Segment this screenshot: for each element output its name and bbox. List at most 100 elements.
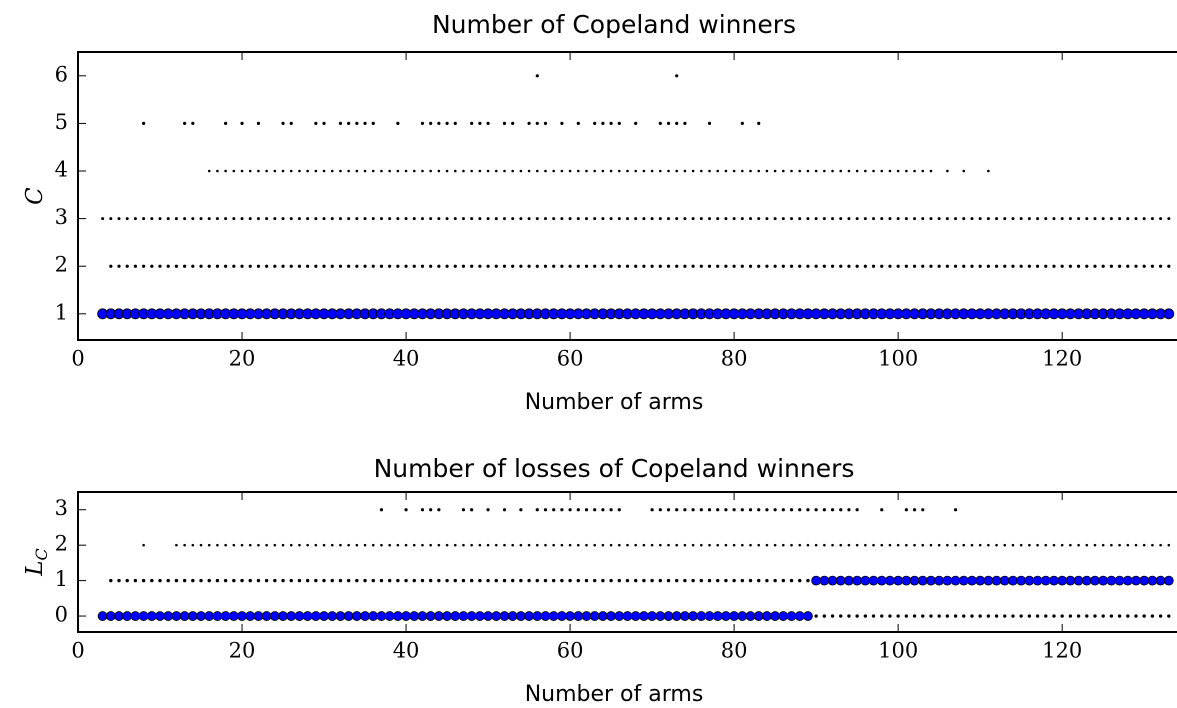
point [478, 578, 482, 583]
point [368, 611, 379, 621]
point [995, 543, 998, 547]
point [494, 578, 498, 583]
point [281, 121, 285, 126]
x-tick-label: 80 [721, 639, 748, 663]
point [794, 611, 805, 621]
point [655, 611, 666, 621]
point [339, 543, 342, 547]
point [683, 121, 687, 126]
point [1134, 543, 1138, 547]
point [926, 575, 936, 586]
point [532, 611, 543, 621]
point [466, 611, 477, 621]
point [166, 578, 170, 583]
point [322, 578, 326, 583]
point [724, 217, 728, 221]
point [322, 217, 326, 221]
point [568, 264, 572, 268]
point [609, 543, 613, 547]
point [543, 217, 547, 221]
point [146, 611, 157, 621]
point [142, 217, 146, 221]
point [1163, 308, 1175, 320]
point [617, 121, 621, 126]
x-tick-label: 20 [229, 347, 256, 371]
point [827, 575, 838, 586]
point [224, 543, 227, 547]
point [478, 121, 482, 126]
point [823, 543, 826, 547]
point [1077, 543, 1080, 547]
point [835, 575, 846, 586]
point [1167, 264, 1171, 268]
point [831, 217, 835, 221]
point [667, 217, 671, 221]
point [626, 169, 629, 173]
point [130, 611, 141, 621]
point [904, 614, 909, 618]
y-tick-label: 6 [55, 62, 68, 86]
point [888, 614, 892, 618]
point [975, 575, 986, 586]
point [822, 217, 826, 221]
point [811, 575, 822, 586]
point [396, 578, 400, 583]
point [166, 264, 170, 268]
point [289, 169, 293, 173]
point [708, 543, 711, 547]
point [642, 543, 646, 547]
point [699, 508, 703, 512]
point [478, 543, 482, 547]
point [675, 578, 679, 583]
point [322, 169, 326, 173]
point [1085, 614, 1089, 618]
point [1134, 264, 1138, 268]
point [757, 543, 761, 547]
point [994, 264, 999, 268]
point [970, 217, 974, 221]
y-tick-label: 2 [55, 253, 68, 277]
point [470, 543, 473, 547]
plot-area [97, 508, 1174, 621]
point [954, 543, 957, 547]
point [691, 169, 695, 173]
point [101, 217, 105, 221]
point [494, 169, 498, 173]
point [1057, 575, 1068, 586]
point [847, 543, 851, 547]
point [384, 611, 395, 621]
point [617, 543, 621, 547]
point [945, 264, 949, 268]
point [806, 578, 810, 583]
point [322, 543, 326, 547]
point [650, 508, 654, 512]
point [601, 264, 605, 268]
point [527, 578, 531, 583]
point [592, 578, 597, 583]
point [420, 508, 425, 512]
y-axis-label-sub: C [32, 548, 51, 560]
x-axis-label: Number of arms [525, 682, 704, 707]
point [494, 543, 498, 547]
point [502, 578, 507, 583]
point [675, 543, 679, 547]
point [901, 575, 912, 586]
point [962, 217, 966, 221]
point [314, 578, 318, 583]
point [297, 217, 301, 221]
point [585, 169, 588, 173]
point [707, 508, 712, 512]
point [634, 578, 638, 583]
point [748, 578, 753, 583]
point [666, 508, 671, 512]
point [1142, 543, 1146, 547]
point [355, 578, 359, 583]
point [215, 217, 219, 221]
point [658, 264, 662, 268]
point [442, 611, 452, 621]
point [617, 578, 621, 583]
point [429, 264, 433, 268]
y-axis-label-main: L [22, 560, 48, 576]
point [716, 169, 720, 173]
point [855, 264, 859, 268]
